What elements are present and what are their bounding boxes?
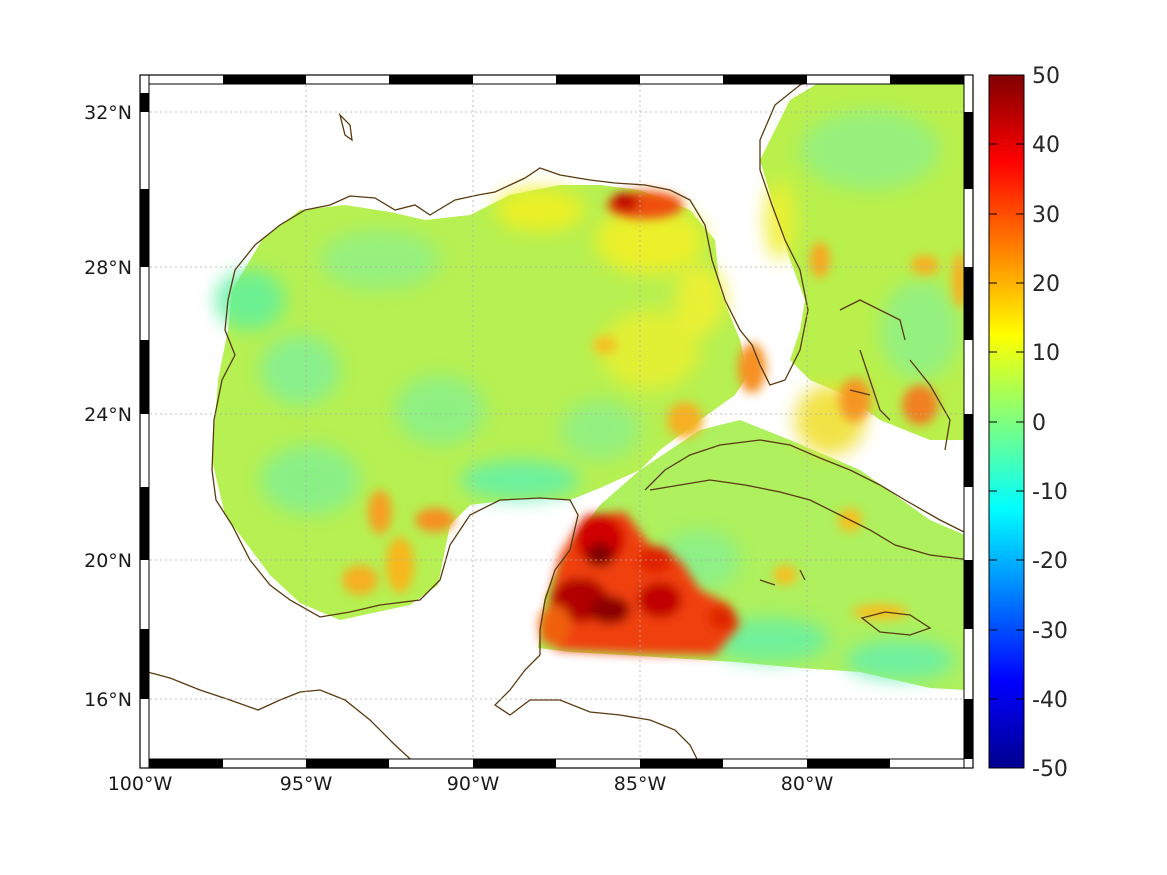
y-tick-labels: 32°N 28°N 24°N 20°N 16°N	[84, 102, 132, 711]
colorbar-tick-label: -10	[1032, 480, 1068, 505]
colorbar-tick-label: -30	[1032, 619, 1068, 644]
x-tick-label: 80°W	[781, 773, 834, 795]
colorbar-tick-label: -20	[1032, 549, 1068, 574]
y-tick-label: 32°N	[84, 102, 132, 124]
map-frame	[139, 74, 974, 769]
y-tick-label: 24°N	[84, 404, 132, 426]
coastlines	[140, 75, 971, 768]
y-tick-label: 16°N	[84, 689, 132, 711]
x-tick-label: 85°W	[614, 773, 667, 795]
colorbar-tick-label: -40	[1032, 688, 1068, 713]
y-tick-label: 20°N	[84, 550, 132, 572]
colorbar-tick-label: -50	[1032, 757, 1068, 782]
data-field	[212, 82, 968, 690]
x-tick-label: 100°W	[108, 773, 173, 795]
colorbar-tick-label: 20	[1032, 272, 1060, 297]
grid-lines	[140, 75, 973, 768]
colorbar-tick-label: 50	[1032, 64, 1060, 89]
colorbar-tick-label: 40	[1032, 133, 1060, 158]
x-tick-label: 95°W	[280, 773, 333, 795]
colorbar-tick-label: 0	[1032, 411, 1046, 436]
x-tick-label: 90°W	[447, 773, 500, 795]
x-tick-labels: 100°W 95°W 90°W 85°W 80°W	[108, 773, 834, 795]
colorbar: 50 40 30 20 10 0 -10 -20 -30 -40 -50	[988, 64, 1068, 782]
colorbar-tick-label: 10	[1032, 341, 1060, 366]
colorbar-ticks	[989, 143, 1024, 700]
colorbar-tick-label: 30	[1032, 203, 1060, 228]
y-tick-label: 28°N	[84, 257, 132, 279]
